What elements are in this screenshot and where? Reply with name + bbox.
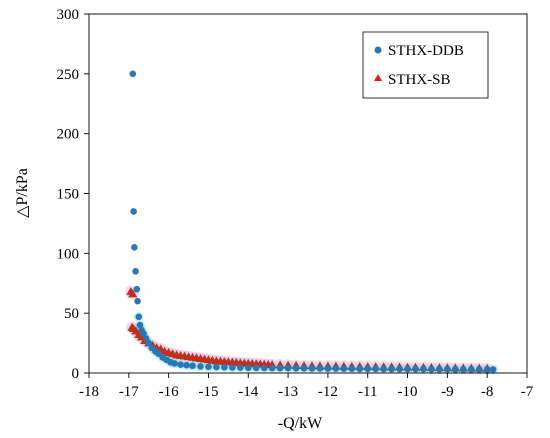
sthx-ddb-point bbox=[420, 365, 427, 373]
sthx-ddb-point bbox=[129, 70, 137, 78]
sthx-ddb-point bbox=[260, 364, 268, 372]
x-tick-label: -15 bbox=[198, 384, 218, 400]
sthx-ddb-point bbox=[412, 365, 419, 373]
sthx-ddb-point bbox=[131, 244, 138, 251]
sthx-ddb-point bbox=[467, 365, 475, 373]
sthx-ddb-point bbox=[340, 365, 348, 372]
sthx-ddb-point bbox=[396, 365, 403, 373]
sthx-ddb-point bbox=[284, 364, 292, 372]
x-tick-label: -9 bbox=[441, 384, 454, 400]
sthx-ddb-point bbox=[404, 365, 411, 373]
sthx-ddb-point bbox=[372, 365, 379, 373]
x-tick-label: -14 bbox=[238, 384, 258, 400]
legend-label-sb: STHX-SB bbox=[388, 72, 451, 88]
y-tick-label: 50 bbox=[64, 306, 79, 322]
sthx-ddb-point bbox=[252, 364, 260, 372]
sthx-ddb-point bbox=[237, 364, 244, 371]
y-tick-label: 150 bbox=[57, 187, 80, 203]
sthx-ddb-point bbox=[142, 334, 150, 342]
sthx-ddb-point bbox=[388, 365, 395, 373]
sthx-ddb-point bbox=[324, 365, 332, 372]
y-axis-title: △P/kPa bbox=[14, 168, 31, 218]
sthx-ddb-point bbox=[459, 365, 467, 373]
sthx-ddb-point bbox=[183, 361, 190, 369]
sthx-ddb-point bbox=[356, 365, 364, 373]
x-tick-label: -12 bbox=[318, 384, 338, 400]
sthx-ddb-point bbox=[221, 363, 228, 371]
sthx-ddb-point bbox=[308, 365, 316, 372]
sthx-ddb-point bbox=[229, 364, 236, 371]
x-tick-label: -11 bbox=[358, 384, 377, 400]
sthx-ddb-point bbox=[132, 267, 139, 275]
sthx-ddb-point bbox=[134, 297, 141, 305]
sthx-ddb-point bbox=[428, 365, 435, 373]
sthx-ddb-point bbox=[145, 339, 153, 347]
x-tick-label: -13 bbox=[278, 384, 298, 400]
x-tick-label: -10 bbox=[398, 384, 418, 400]
sthx-ddb-point bbox=[268, 364, 276, 372]
y-tick-label: 250 bbox=[57, 67, 80, 83]
sthx-ddb-point bbox=[244, 364, 252, 372]
legend-marker-ddb bbox=[374, 46, 382, 54]
sthx-ddb-point bbox=[436, 365, 443, 373]
axes-layer bbox=[84, 13, 528, 378]
sthx-ddb-point bbox=[489, 366, 497, 373]
sthx-ddb-point bbox=[300, 365, 308, 372]
sthx-ddb-point bbox=[276, 364, 284, 372]
sthx-ddb-point bbox=[171, 360, 178, 367]
sthx-ddb-point bbox=[316, 365, 324, 372]
x-tick-label: -8 bbox=[481, 384, 494, 400]
sthx-ddb-point bbox=[205, 363, 212, 371]
sthx-ddb-point bbox=[177, 361, 184, 368]
sthx-ddb-point bbox=[380, 365, 387, 373]
sthx-ddb-point bbox=[292, 365, 300, 372]
legend-label-ddb: STHX-DDB bbox=[388, 43, 464, 59]
sthx-ddb-point bbox=[332, 365, 340, 372]
x-tick-label: -7 bbox=[521, 384, 534, 400]
y-tick-label: 300 bbox=[57, 7, 80, 23]
x-axis-title: -Q/kW bbox=[278, 415, 323, 432]
y-tick-label: 0 bbox=[72, 366, 80, 382]
sthx-ddb-point bbox=[197, 363, 204, 370]
sthx-ddb-point bbox=[213, 363, 220, 371]
sthx-ddb-point bbox=[364, 365, 372, 373]
x-tick-label: -17 bbox=[119, 384, 139, 400]
y-tick-label: 100 bbox=[57, 246, 80, 262]
x-tick-label: -16 bbox=[159, 384, 179, 400]
sthx-sb-point bbox=[128, 289, 138, 298]
sthx-ddb-point bbox=[444, 365, 451, 373]
points-layer bbox=[126, 70, 497, 373]
sthx-ddb-point bbox=[135, 313, 143, 321]
sthx-ddb-point bbox=[483, 366, 491, 373]
sthx-ddb-point bbox=[452, 365, 459, 373]
legend-marker-sb bbox=[374, 74, 382, 81]
sthx-ddb-point bbox=[475, 366, 483, 373]
sthx-ddb-point bbox=[133, 285, 141, 293]
x-tick-label: -18 bbox=[79, 384, 99, 400]
tick-labels-layer: -18 -17 -16 -15 -14 -13 -12 -11 -10 -9 -8 -7 0 50 100 1… bbox=[57, 7, 534, 400]
y-tick-label: 200 bbox=[57, 127, 80, 143]
sthx-ddb-point bbox=[130, 208, 137, 215]
sthx-ddb-point bbox=[348, 365, 356, 372]
legend-box bbox=[362, 31, 489, 99]
legend: STHX-DDB STHX-SB bbox=[362, 31, 489, 99]
sthx-ddb-point bbox=[189, 362, 196, 370]
